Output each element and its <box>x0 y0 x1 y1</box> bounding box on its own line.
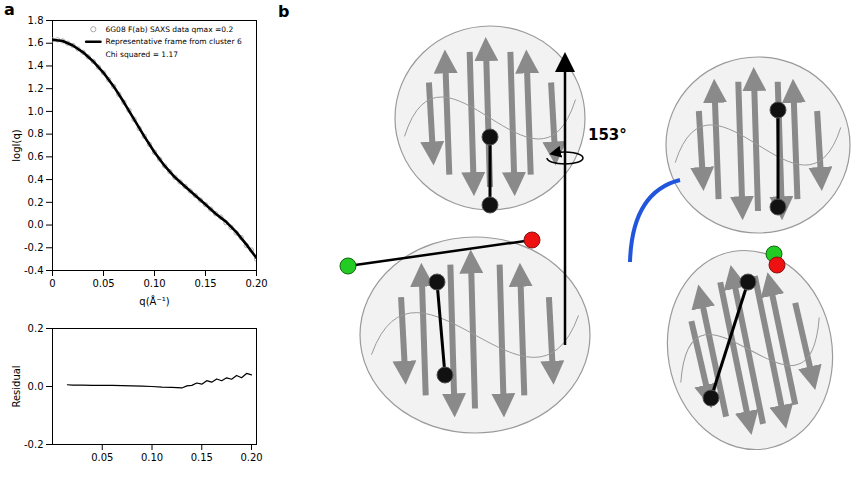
svg-text:-0.2: -0.2 <box>24 439 44 450</box>
svg-text:0.0: 0.0 <box>28 381 44 392</box>
svg-text:0.2: 0.2 <box>28 323 44 334</box>
svg-text:6G08 F(ab) SAXS data qmax =0.2: 6G08 F(ab) SAXS data qmax =0.2 <box>106 25 234 34</box>
svg-text:0.05: 0.05 <box>91 452 113 463</box>
svg-text:Residual: Residual <box>11 365 22 407</box>
svg-text:0.15: 0.15 <box>191 452 213 463</box>
svg-text:1.0: 1.0 <box>28 106 44 117</box>
svg-text:q(Å⁻¹): q(Å⁻¹) <box>139 295 169 307</box>
svg-text:0.05: 0.05 <box>92 278 114 289</box>
svg-text:0.10: 0.10 <box>143 278 165 289</box>
svg-text:0.8: 0.8 <box>28 128 44 139</box>
svg-text:0.2: 0.2 <box>28 197 44 208</box>
svg-text:b: b <box>278 2 289 21</box>
svg-text:logI(q): logI(q) <box>11 129 22 161</box>
svg-text:1.2: 1.2 <box>28 83 44 94</box>
svg-text:-0.2: -0.2 <box>24 242 44 253</box>
svg-text:1.6: 1.6 <box>28 37 44 48</box>
svg-text:153°: 153° <box>588 126 627 144</box>
svg-text:Chi squared = 1.17: Chi squared = 1.17 <box>106 50 179 59</box>
html-text:a: a <box>4 0 15 19</box>
svg-text:0.6: 0.6 <box>28 151 44 162</box>
svg-text:0.20: 0.20 <box>245 278 267 289</box>
svg-text:0.0: 0.0 <box>28 219 44 230</box>
svg-text:1.8: 1.8 <box>28 15 44 26</box>
svg-text:0.15: 0.15 <box>194 278 216 289</box>
svg-text:0: 0 <box>49 278 55 289</box>
svg-text:0.10: 0.10 <box>141 452 163 463</box>
svg-text:1.4: 1.4 <box>28 60 44 71</box>
svg-text:0.20: 0.20 <box>240 452 262 463</box>
svg-text:Representative frame from clus: Representative frame from cluster 6 <box>106 37 242 46</box>
svg-text:0.4: 0.4 <box>28 174 44 185</box>
svg-text:-0.4: -0.4 <box>24 265 44 276</box>
